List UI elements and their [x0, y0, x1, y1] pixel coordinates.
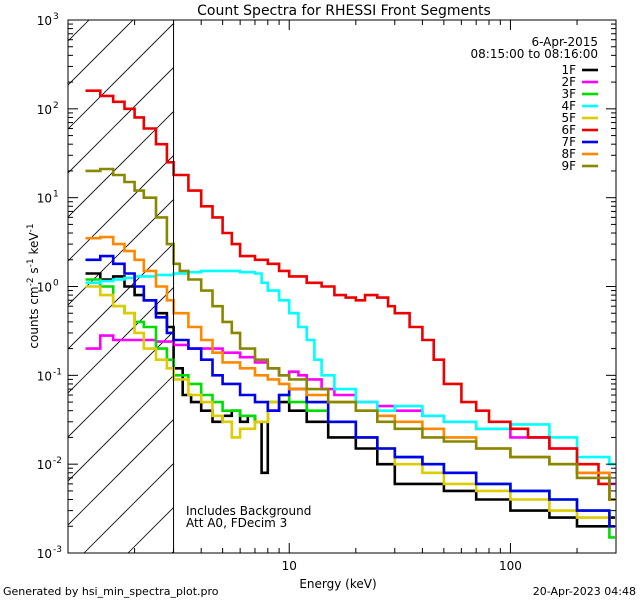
y-tick-label: 10 — [37, 281, 52, 295]
y-tick-label: 10 — [37, 192, 52, 206]
legend-label-1F: 1F — [561, 63, 576, 77]
y-tick-label: 10 — [37, 458, 52, 472]
time-range-label: 08:15:00 to 08:16:00 — [471, 47, 598, 61]
x-tick-labels: 10 100 — [282, 559, 522, 573]
legend-label-2F: 2F — [561, 75, 576, 89]
date-label: 6-Apr-2015 — [531, 35, 598, 49]
y-tick-exponent: 3 — [53, 12, 59, 22]
axis-ticks — [67, 19, 617, 554]
hatch-line — [83, 462, 174, 553]
hatch-line — [68, 330, 174, 438]
legend-label-4F: 4F — [561, 99, 576, 113]
y-tick-exponent: 1 — [53, 190, 59, 200]
y-tick-label: 10 — [37, 547, 52, 561]
x-tick-label: 100 — [499, 559, 522, 573]
y-tick-exponent: -1 — [53, 367, 62, 377]
legend-label-6F: 6F — [561, 123, 576, 137]
legend-label-3F: 3F — [561, 87, 576, 101]
series-line-5F — [85, 285, 615, 528]
hatch-line — [68, 286, 174, 394]
y-axis-label: counts cm-2 s-1 keV-1 — [26, 223, 41, 348]
legend-label-9F: 9F — [561, 159, 576, 173]
plot-frame — [67, 19, 617, 554]
hatch-line — [68, 20, 90, 42]
y-tick-exponent: 0 — [53, 279, 59, 289]
hatch-line — [68, 242, 174, 350]
hatch-line — [68, 374, 174, 482]
y-tick-label: 10 — [37, 369, 52, 383]
series-line-8F — [85, 235, 615, 501]
x-tick-label: 10 — [282, 559, 297, 573]
legend-label-5F: 5F — [561, 111, 576, 125]
hatch-line — [68, 418, 174, 526]
legend-label-7F: 7F — [561, 135, 576, 149]
y-tick-exponent: -2 — [53, 456, 62, 466]
y-tick-label: 10 — [37, 14, 52, 28]
chart-title: Count Spectra for RHESSI Front Segments — [197, 3, 491, 19]
generated-by-label: Generated by hsi_min_spectra_plot.pro — [3, 585, 219, 598]
excluded-energy-hatch — [0, 0, 174, 553]
hatch-line — [68, 154, 174, 262]
hatch-line — [68, 20, 134, 86]
hatch-line — [68, 22, 174, 130]
series-line-6F — [85, 89, 615, 501]
x-axis-label: Energy (keV) — [299, 577, 376, 591]
annotation-background: Includes Background — [186, 504, 311, 518]
annotation-attenuator: Att A0, FDecim 3 — [186, 516, 287, 530]
series-line-9F — [85, 167, 615, 501]
y-tick-exponent: 2 — [53, 101, 59, 111]
series-group — [85, 89, 615, 539]
series-line-4F — [85, 269, 615, 466]
hatch-line — [0, 0, 112, 553]
timestamp-label: 20-Apr-2023 04:48 — [533, 585, 636, 598]
series-line-1F — [85, 272, 615, 528]
hatch-line — [68, 198, 174, 306]
y-tick-exponent: -3 — [53, 545, 62, 555]
y-tick-label: 10 — [37, 103, 52, 117]
legend-label-8F: 8F — [561, 147, 576, 161]
series-line-2F — [85, 334, 615, 486]
series-line-7F — [85, 254, 615, 528]
